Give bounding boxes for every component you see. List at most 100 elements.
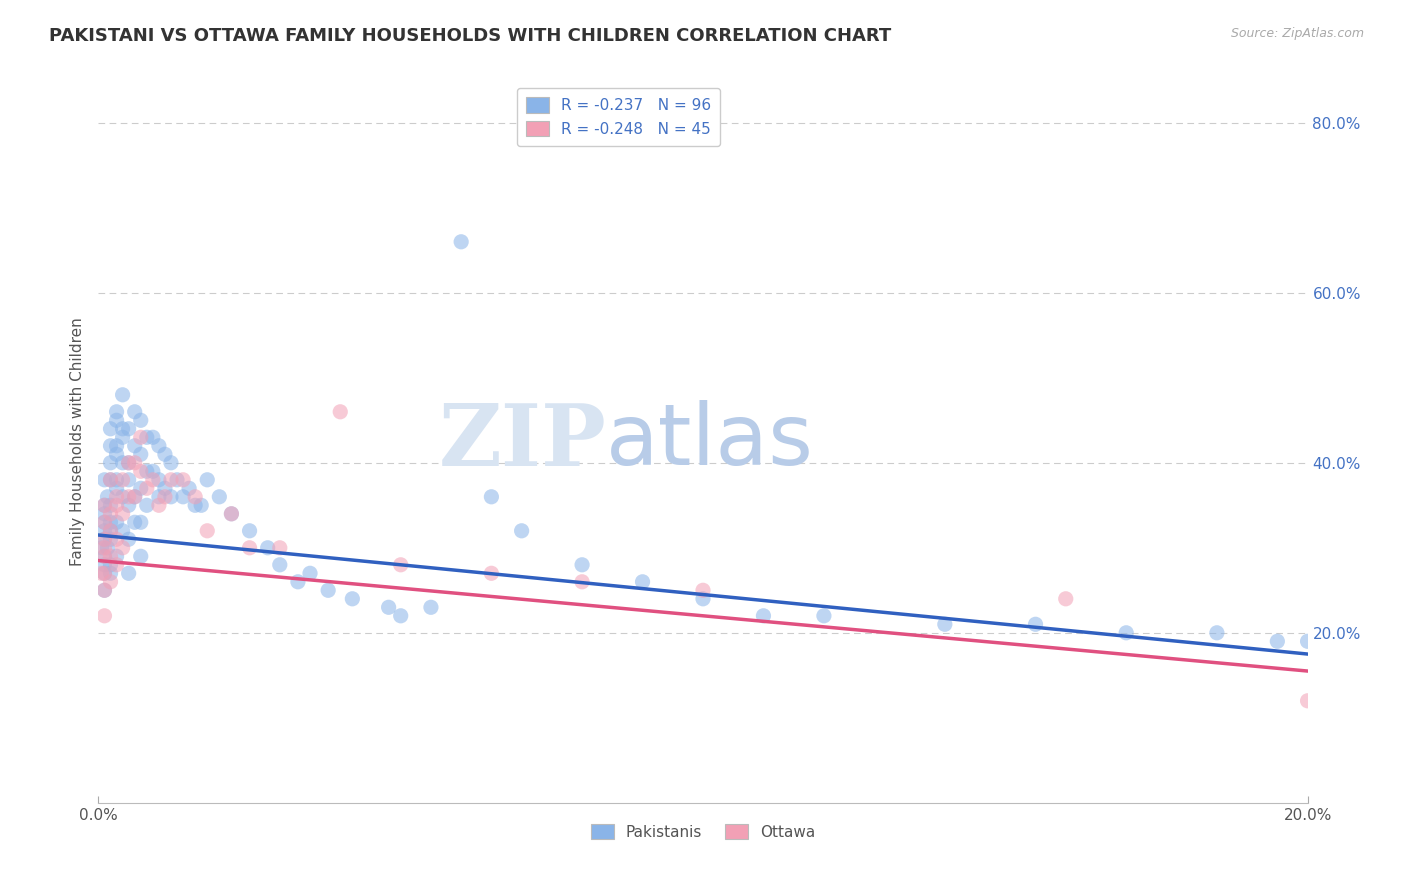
- Point: [142, 464, 165, 478]
- Point: [377, 600, 399, 615]
- Point: [118, 566, 141, 581]
- Point: [100, 516, 122, 530]
- Point: [93, 533, 115, 547]
- Point: [153, 481, 176, 495]
- Point: [124, 456, 146, 470]
- Point: [124, 490, 146, 504]
- Point: [111, 456, 134, 470]
- Point: [221, 507, 243, 521]
- Point: [100, 558, 122, 572]
- Point: [93, 583, 115, 598]
- Point: [100, 524, 122, 538]
- Point: [208, 490, 231, 504]
- Point: [100, 498, 122, 512]
- Point: [269, 541, 291, 555]
- Point: [813, 608, 835, 623]
- Point: [118, 456, 141, 470]
- Point: [160, 456, 183, 470]
- Point: [256, 541, 278, 555]
- Text: Source: ZipAtlas.com: Source: ZipAtlas.com: [1230, 27, 1364, 40]
- Point: [93, 549, 115, 564]
- Point: [124, 490, 146, 504]
- Point: [184, 498, 207, 512]
- Point: [93, 583, 115, 598]
- Point: [93, 498, 115, 512]
- Point: [287, 574, 309, 589]
- Point: [124, 439, 146, 453]
- Point: [124, 405, 146, 419]
- Point: [129, 447, 152, 461]
- Point: [129, 549, 152, 564]
- Point: [129, 430, 152, 444]
- Text: atlas: atlas: [606, 400, 814, 483]
- Point: [153, 447, 176, 461]
- Point: [93, 566, 115, 581]
- Point: [100, 574, 122, 589]
- Point: [1024, 617, 1046, 632]
- Point: [93, 558, 115, 572]
- Point: [118, 490, 141, 504]
- Point: [172, 490, 194, 504]
- Point: [105, 413, 128, 427]
- Point: [269, 558, 291, 572]
- Point: [450, 235, 472, 249]
- Point: [1296, 634, 1319, 648]
- Point: [239, 541, 262, 555]
- Point: [1206, 625, 1229, 640]
- Point: [389, 608, 412, 623]
- Point: [1267, 634, 1289, 648]
- Point: [692, 591, 714, 606]
- Point: [129, 464, 152, 478]
- Point: [93, 507, 115, 521]
- Point: [105, 405, 128, 419]
- Y-axis label: Family Households with Children: Family Households with Children: [69, 318, 84, 566]
- Point: [195, 524, 218, 538]
- Point: [93, 608, 115, 623]
- Point: [93, 549, 115, 564]
- Point: [93, 498, 115, 512]
- Point: [195, 473, 218, 487]
- Point: [90, 566, 112, 581]
- Point: [111, 507, 134, 521]
- Point: [190, 498, 212, 512]
- Point: [166, 473, 188, 487]
- Point: [329, 405, 352, 419]
- Point: [692, 583, 714, 598]
- Point: [160, 490, 183, 504]
- Text: PAKISTANI VS OTTAWA FAMILY HOUSEHOLDS WITH CHILDREN CORRELATION CHART: PAKISTANI VS OTTAWA FAMILY HOUSEHOLDS WI…: [49, 27, 891, 45]
- Point: [129, 481, 152, 495]
- Point: [135, 481, 157, 495]
- Legend: Pakistanis, Ottawa: Pakistanis, Ottawa: [585, 818, 821, 846]
- Point: [111, 388, 134, 402]
- Point: [105, 490, 128, 504]
- Point: [118, 456, 141, 470]
- Point: [100, 473, 122, 487]
- Point: [148, 473, 170, 487]
- Point: [342, 591, 364, 606]
- Point: [105, 447, 128, 461]
- Point: [118, 473, 141, 487]
- Point: [129, 516, 152, 530]
- Point: [100, 524, 122, 538]
- Point: [111, 524, 134, 538]
- Point: [153, 490, 176, 504]
- Point: [100, 507, 122, 521]
- Point: [100, 422, 122, 436]
- Point: [105, 439, 128, 453]
- Point: [510, 524, 533, 538]
- Point: [105, 533, 128, 547]
- Point: [93, 516, 115, 530]
- Point: [100, 533, 122, 547]
- Point: [118, 422, 141, 436]
- Point: [96, 541, 118, 555]
- Point: [100, 549, 122, 564]
- Point: [1115, 625, 1137, 640]
- Point: [172, 473, 194, 487]
- Point: [100, 473, 122, 487]
- Point: [93, 566, 115, 581]
- Point: [105, 498, 128, 512]
- Point: [135, 498, 157, 512]
- Point: [239, 524, 262, 538]
- Point: [93, 516, 115, 530]
- Point: [160, 473, 183, 487]
